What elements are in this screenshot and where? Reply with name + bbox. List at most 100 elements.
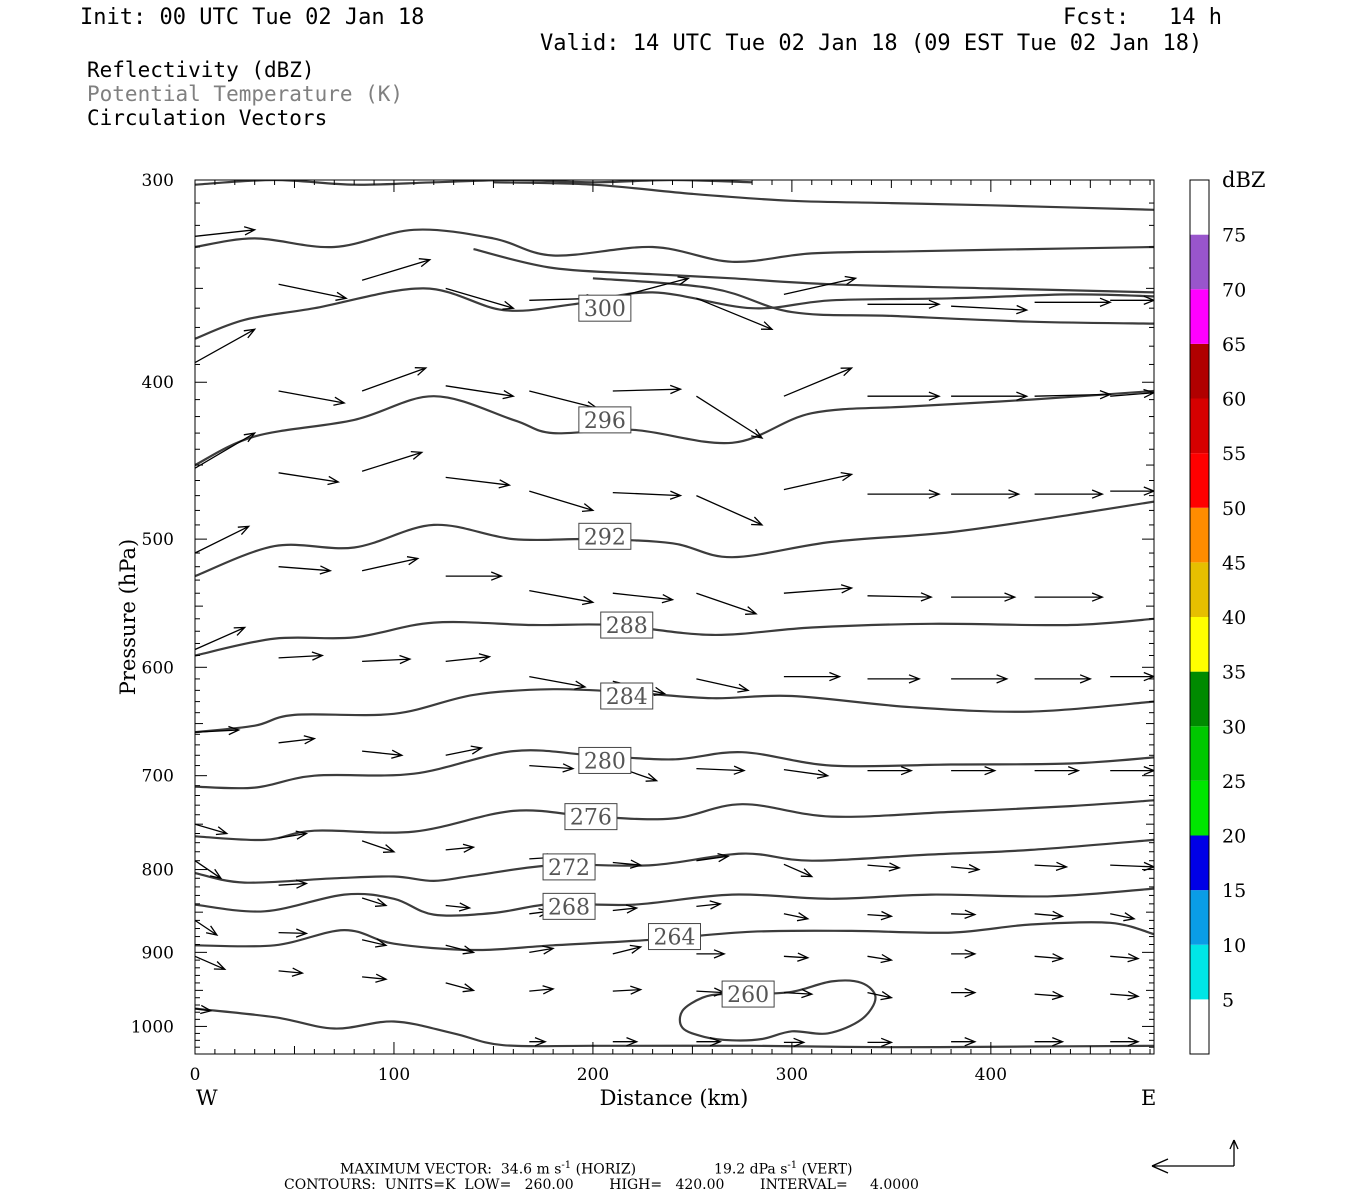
colorbar-level-label: 5 bbox=[1222, 989, 1234, 1011]
circulation-vector bbox=[278, 830, 309, 840]
legend-potential-temperature: Potential Temperature (K) bbox=[87, 82, 404, 106]
circulation-vector bbox=[951, 592, 1017, 602]
colorbar-level-label: 65 bbox=[1222, 334, 1246, 356]
circulation-vector bbox=[529, 985, 555, 995]
circulation-vector bbox=[1110, 486, 1154, 496]
colorbar-level-label: 30 bbox=[1222, 716, 1246, 738]
y-tick-label: 1000 bbox=[131, 1017, 174, 1037]
colorbar-level-label: 55 bbox=[1222, 443, 1246, 465]
contour-label-box bbox=[564, 803, 618, 831]
theta-contour bbox=[195, 228, 1154, 263]
circulation-vector bbox=[783, 768, 830, 779]
colorbar-level-label: 70 bbox=[1222, 279, 1246, 301]
circulation-vector bbox=[1110, 388, 1154, 399]
vector-layer bbox=[195, 226, 1154, 1048]
circulation-vector bbox=[783, 671, 842, 682]
circulation-vector bbox=[195, 823, 229, 836]
y-tick-label: 300 bbox=[142, 171, 174, 191]
y-tick-label: 700 bbox=[142, 767, 174, 787]
circulation-vector bbox=[867, 391, 941, 401]
circulation-vector bbox=[195, 919, 219, 936]
circulation-vector bbox=[278, 472, 341, 486]
horiz-tag: (HORIZ) bbox=[571, 1161, 637, 1178]
circulation-vector bbox=[867, 991, 894, 1001]
circulation-vector bbox=[445, 843, 476, 853]
circulation-vector bbox=[529, 490, 595, 513]
circulation-vector bbox=[361, 450, 424, 472]
circulation-vector bbox=[445, 476, 512, 489]
circulation-vector bbox=[783, 471, 854, 491]
circulation-vector bbox=[445, 385, 516, 400]
circulation-vector bbox=[362, 749, 404, 759]
reference-vector bbox=[1151, 1139, 1239, 1174]
circulation-vector bbox=[195, 725, 241, 736]
contour-label: 288 bbox=[606, 614, 648, 639]
axis-layer: 0 100 200 300 400 300 400 500 600 700 800 900 1000 bbox=[131, 171, 1154, 1085]
circulation-vector bbox=[1034, 861, 1069, 872]
circulation-vector bbox=[867, 953, 894, 964]
circulation-vector bbox=[195, 626, 247, 651]
colorbar-level-label: 40 bbox=[1222, 607, 1246, 629]
colorbar-swatch bbox=[1190, 453, 1209, 508]
colorbar-swatch bbox=[1190, 343, 1209, 399]
contour-label: 284 bbox=[606, 685, 648, 710]
circulation-vector bbox=[529, 675, 587, 690]
colorbar-level-label: 15 bbox=[1222, 880, 1246, 902]
circulation-vector bbox=[696, 949, 726, 959]
circulation-vector bbox=[612, 592, 675, 604]
east-label: E bbox=[1141, 1086, 1156, 1110]
circulation-vector bbox=[1034, 953, 1065, 963]
contour-label-box bbox=[600, 682, 654, 710]
colorbar-level-label: 25 bbox=[1222, 771, 1246, 793]
circulation-vector bbox=[1034, 990, 1065, 1001]
circulation-vector bbox=[867, 1037, 894, 1048]
contour-layer bbox=[195, 180, 1154, 1049]
circulation-vector bbox=[951, 909, 977, 920]
circulation-vector bbox=[1034, 674, 1093, 684]
circulation-vector bbox=[195, 226, 257, 237]
contour-label-box bbox=[648, 923, 701, 951]
colorbar-level-label: 50 bbox=[1222, 498, 1246, 520]
x-tick-label: 300 bbox=[776, 1065, 808, 1085]
circulation-vector bbox=[1110, 953, 1140, 963]
colorbar-title: dBZ bbox=[1222, 168, 1265, 192]
circulation-vector bbox=[529, 763, 575, 773]
west-label: W bbox=[196, 1086, 218, 1110]
colorbar-swatch bbox=[1190, 562, 1209, 617]
circulation-vector bbox=[867, 862, 902, 872]
circulation-vector bbox=[445, 287, 515, 310]
colorbar-swatch bbox=[1190, 398, 1209, 454]
circulation-vector bbox=[195, 955, 227, 970]
contour-label: 272 bbox=[548, 856, 590, 881]
theta-contour bbox=[195, 287, 1154, 340]
circulation-vector bbox=[278, 928, 309, 938]
circulation-vector bbox=[783, 863, 814, 878]
y-axis-label: Pressure (hPa) bbox=[116, 539, 140, 695]
circulation-vector bbox=[783, 367, 854, 397]
circulation-vector bbox=[951, 863, 981, 874]
circulation-vector bbox=[1034, 1036, 1065, 1047]
y-tick-label: 900 bbox=[142, 943, 174, 963]
colorbar-swatch bbox=[1190, 944, 1209, 1000]
circulation-vector bbox=[696, 395, 764, 439]
circulation-vector bbox=[951, 304, 1029, 315]
circulation-vector bbox=[1034, 389, 1112, 400]
circulation-vector bbox=[612, 944, 643, 955]
circulation-vector bbox=[783, 1037, 806, 1048]
colorbar-level-label: 45 bbox=[1222, 552, 1246, 574]
circulation-vector bbox=[1110, 295, 1154, 306]
circulation-vector bbox=[195, 328, 257, 364]
vert-tag: (VERT) bbox=[797, 1161, 853, 1178]
init-time: Init: 00 UTC Tue 02 Jan 18 bbox=[80, 5, 425, 30]
circulation-vector bbox=[783, 988, 814, 999]
circulation-vector bbox=[278, 651, 325, 661]
max-vector-vert: 19.2 dPa s bbox=[714, 1161, 788, 1178]
circulation-vector bbox=[362, 973, 388, 983]
circulation-vector bbox=[1034, 592, 1105, 602]
circulation-vector bbox=[951, 674, 1009, 684]
circulation-vector bbox=[1110, 1036, 1140, 1047]
contour-label-box bbox=[542, 853, 596, 881]
circulation-vector bbox=[696, 1036, 723, 1047]
circulation-vector bbox=[696, 495, 764, 526]
contour-label: 276 bbox=[570, 806, 612, 831]
